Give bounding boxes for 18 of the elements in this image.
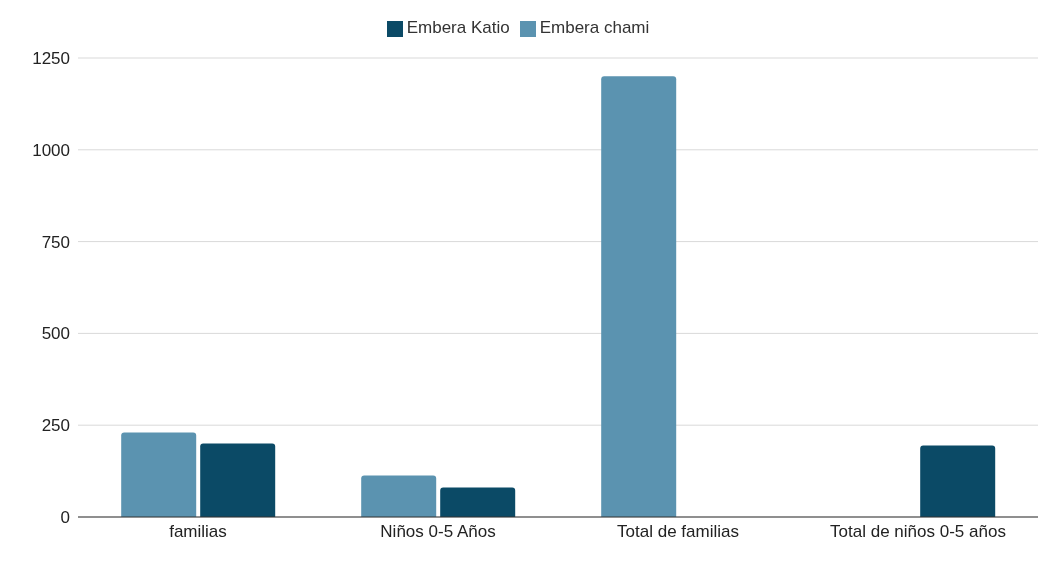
- x-tick-label: Total de familias: [617, 522, 739, 542]
- bar: [121, 432, 197, 517]
- bar: [361, 475, 437, 517]
- y-tick-label: 500: [41, 324, 70, 344]
- legend-label: Embera Katio: [406, 18, 510, 37]
- legend-label: Embera chami: [539, 18, 650, 37]
- y-tick-label: 1000: [32, 140, 70, 160]
- bar: [440, 487, 516, 517]
- x-tick-label: Total de niños 0-5 años: [830, 522, 1006, 542]
- y-tick-label: 250: [41, 416, 70, 436]
- bar: [601, 76, 677, 517]
- x-tick-label: Niños 0-5 Años: [380, 522, 496, 542]
- x-tick-label: familias: [169, 522, 227, 542]
- bar: [200, 443, 276, 517]
- bar: [920, 445, 996, 517]
- y-tick-label: 1250: [32, 49, 70, 69]
- y-tick-label: 0: [60, 508, 70, 528]
- y-tick-label: 750: [41, 232, 70, 252]
